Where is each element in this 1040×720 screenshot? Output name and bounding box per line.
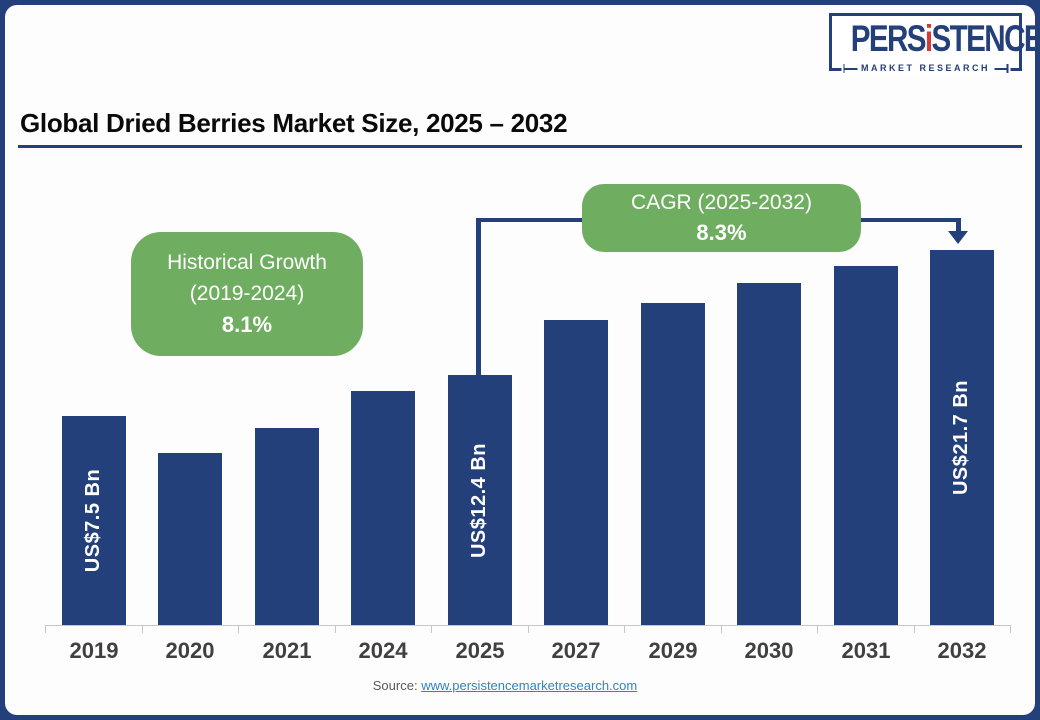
page-title: Global Dried Berries Market Size, 2025 –… xyxy=(20,108,568,138)
axis-tick xyxy=(721,625,722,633)
cagr-connector-left-horizontal xyxy=(478,218,584,222)
cagr-connector-right-vertical xyxy=(956,218,961,233)
bar-2027 xyxy=(544,320,608,625)
logo-brand-post: STENCE xyxy=(931,18,1040,59)
bar-value-label-2025: US$12.4 Bn xyxy=(468,442,491,558)
x-axis-label-2020: 2020 xyxy=(165,638,215,663)
axis-tick xyxy=(1010,625,1011,633)
bar-2024 xyxy=(351,391,415,625)
logo-brand-text: PERSiSTENCE xyxy=(850,16,1040,62)
persistence-logo: PERSiSTENCE MARKET RESEARCH xyxy=(829,13,1040,75)
x-axis-label-2019: 2019 xyxy=(69,638,119,663)
historical-growth-line1: Historical Growth xyxy=(167,251,327,274)
x-axis-label-2021: 2021 xyxy=(262,638,312,663)
logo-brand-pre: PERS xyxy=(850,18,927,59)
x-axis-label-2025: 2025 xyxy=(455,638,505,663)
cagr-value: 8.3% xyxy=(696,220,747,245)
historical-growth-line2: (2019-2024) xyxy=(189,282,305,305)
historical-growth-value: 8.1% xyxy=(221,312,273,337)
logo-subtitle-text: MARKET RESEARCH xyxy=(860,63,991,73)
x-axis-label-2032: 2032 xyxy=(937,638,987,663)
logo-rule-right-icon xyxy=(994,64,1009,73)
bar-2030 xyxy=(737,283,801,625)
logo-rule-left-icon xyxy=(842,64,857,73)
axis-tick xyxy=(624,625,625,633)
cagr-line1: CAGR (2025-2032) xyxy=(631,191,812,214)
axis-tick xyxy=(431,625,432,633)
x-axis-label-2024: 2024 xyxy=(358,638,408,663)
bar-value-label-2019: US$7.5 Bn xyxy=(82,468,105,573)
axis-tick xyxy=(528,625,529,633)
axis-tick xyxy=(914,625,915,633)
bar-2019: US$7.5 Bn xyxy=(62,416,126,625)
axis-tick xyxy=(335,625,336,633)
logo-red-i: i xyxy=(924,18,933,59)
cagr-arrow-down-icon xyxy=(948,231,968,244)
source-link[interactable]: www.persistencemarketresearch.com xyxy=(421,678,638,693)
logo-subtitle: MARKET RESEARCH xyxy=(840,62,1011,75)
bar-2032: US$21.7 Bn xyxy=(930,250,994,625)
bar-2021 xyxy=(255,428,319,625)
x-axis-label-2031: 2031 xyxy=(841,638,891,663)
cagr-connector-left-vertical xyxy=(476,218,481,376)
title-underline xyxy=(18,145,1022,148)
historical-growth-callout: Historical Growth (2019-2024) 8.1% xyxy=(131,232,363,356)
axis-tick xyxy=(45,625,46,633)
source-line: Source: www.persistencemarketresearch.co… xyxy=(0,678,1010,693)
cagr-callout: CAGR (2025-2032) 8.3% xyxy=(582,184,861,252)
axis-tick xyxy=(238,625,239,633)
cagr-connector-right-horizontal xyxy=(858,218,960,222)
x-axis-label-2030: 2030 xyxy=(744,638,794,663)
x-axis-label-2027: 2027 xyxy=(551,638,601,663)
x-axis-line xyxy=(45,625,1010,626)
axis-tick xyxy=(142,625,143,633)
bar-2025: US$12.4 Bn xyxy=(448,375,512,625)
source-label: Source: xyxy=(372,678,418,693)
bar-value-label-2032: US$21.7 Bn xyxy=(950,379,973,496)
x-axis-label-2029: 2029 xyxy=(648,638,698,663)
bar-2029 xyxy=(641,303,705,625)
bar-2020 xyxy=(158,453,222,625)
bar-2031 xyxy=(834,266,898,625)
axis-tick xyxy=(817,625,818,633)
